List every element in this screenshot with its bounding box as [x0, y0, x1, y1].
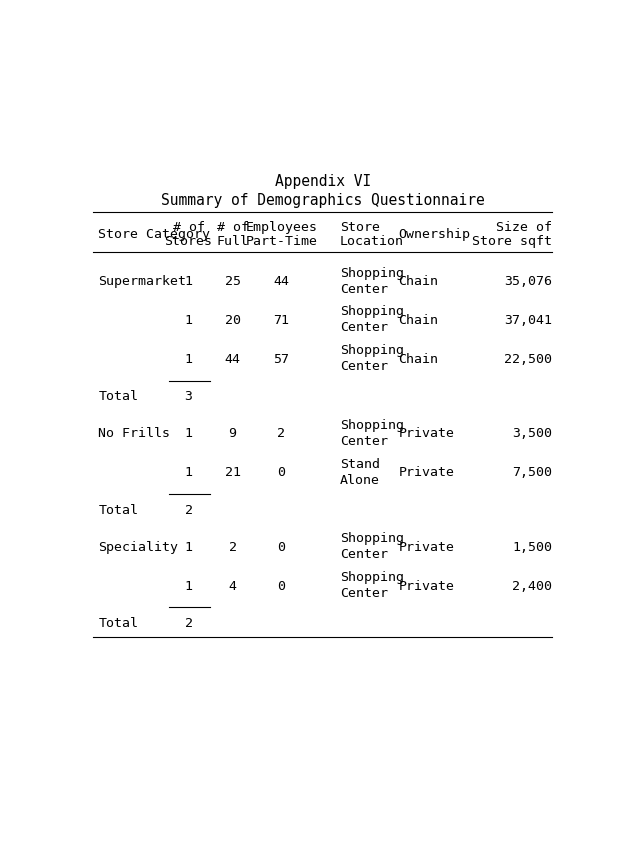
Text: 25: 25 — [224, 275, 241, 288]
Text: 37,041: 37,041 — [505, 314, 553, 327]
Text: Appendix VI: Appendix VI — [275, 174, 371, 189]
Text: 35,076: 35,076 — [505, 275, 553, 288]
Text: Part-Time: Part-Time — [245, 235, 318, 249]
Text: Ownership: Ownership — [399, 228, 471, 241]
Text: Shopping: Shopping — [340, 344, 404, 357]
Text: Center: Center — [340, 587, 388, 600]
Text: 3: 3 — [185, 391, 193, 404]
Text: 9: 9 — [229, 428, 236, 441]
Text: Shopping: Shopping — [340, 571, 404, 584]
Text: 71: 71 — [273, 314, 289, 327]
Text: 2: 2 — [277, 428, 285, 441]
Text: Private: Private — [399, 541, 455, 554]
Text: Employees: Employees — [245, 221, 318, 234]
Text: Center: Center — [340, 283, 388, 296]
Text: Store sqft: Store sqft — [472, 235, 553, 249]
Text: Private: Private — [399, 466, 455, 479]
Text: 22,500: 22,500 — [505, 352, 553, 365]
Text: Shopping: Shopping — [340, 419, 404, 432]
Text: 1,500: 1,500 — [512, 541, 553, 554]
Text: Shopping: Shopping — [340, 267, 404, 280]
Text: 2: 2 — [185, 503, 193, 516]
Text: # of: # of — [173, 221, 205, 234]
Text: 44: 44 — [273, 275, 289, 288]
Text: Total: Total — [98, 391, 138, 404]
Text: Center: Center — [340, 360, 388, 373]
Text: Total: Total — [98, 617, 138, 630]
Text: Private: Private — [399, 579, 455, 592]
Text: 21: 21 — [224, 466, 241, 479]
Text: 1: 1 — [185, 275, 193, 288]
Text: Chain: Chain — [399, 275, 438, 288]
Text: Store: Store — [340, 221, 380, 234]
Text: 2: 2 — [229, 541, 236, 554]
Text: 1: 1 — [185, 314, 193, 327]
Text: 2,400: 2,400 — [512, 579, 553, 592]
Text: Speciality: Speciality — [98, 541, 178, 554]
Text: 1: 1 — [185, 579, 193, 592]
Text: Total: Total — [98, 503, 138, 516]
Text: Location: Location — [340, 235, 404, 249]
Text: 1: 1 — [185, 352, 193, 365]
Text: Size of: Size of — [496, 221, 553, 234]
Text: Store Category: Store Category — [98, 228, 210, 241]
Text: 57: 57 — [273, 352, 289, 365]
Text: No Frills: No Frills — [98, 428, 170, 441]
Text: Center: Center — [340, 548, 388, 561]
Text: Chain: Chain — [399, 314, 438, 327]
Text: 7,500: 7,500 — [512, 466, 553, 479]
Text: Summary of Demographics Questionnaire: Summary of Demographics Questionnaire — [161, 192, 484, 208]
Text: 4: 4 — [229, 579, 236, 592]
Text: Shopping: Shopping — [340, 306, 404, 319]
Text: Center: Center — [340, 321, 388, 334]
Text: Shopping: Shopping — [340, 533, 404, 546]
Text: 20: 20 — [224, 314, 241, 327]
Text: Chain: Chain — [399, 352, 438, 365]
Text: Full: Full — [217, 235, 249, 249]
Text: 0: 0 — [277, 466, 285, 479]
Text: 44: 44 — [224, 352, 241, 365]
Text: Private: Private — [399, 428, 455, 441]
Text: 0: 0 — [277, 579, 285, 592]
Text: 1: 1 — [185, 428, 193, 441]
Text: Center: Center — [340, 435, 388, 448]
Text: 3,500: 3,500 — [512, 428, 553, 441]
Text: Stores: Stores — [164, 235, 212, 249]
Text: Stand: Stand — [340, 457, 380, 470]
Text: # of: # of — [217, 221, 249, 234]
Text: 1: 1 — [185, 466, 193, 479]
Text: Alone: Alone — [340, 474, 380, 487]
Text: 1: 1 — [185, 541, 193, 554]
Text: 0: 0 — [277, 541, 285, 554]
Text: Supermarket: Supermarket — [98, 275, 186, 288]
Text: 2: 2 — [185, 617, 193, 630]
